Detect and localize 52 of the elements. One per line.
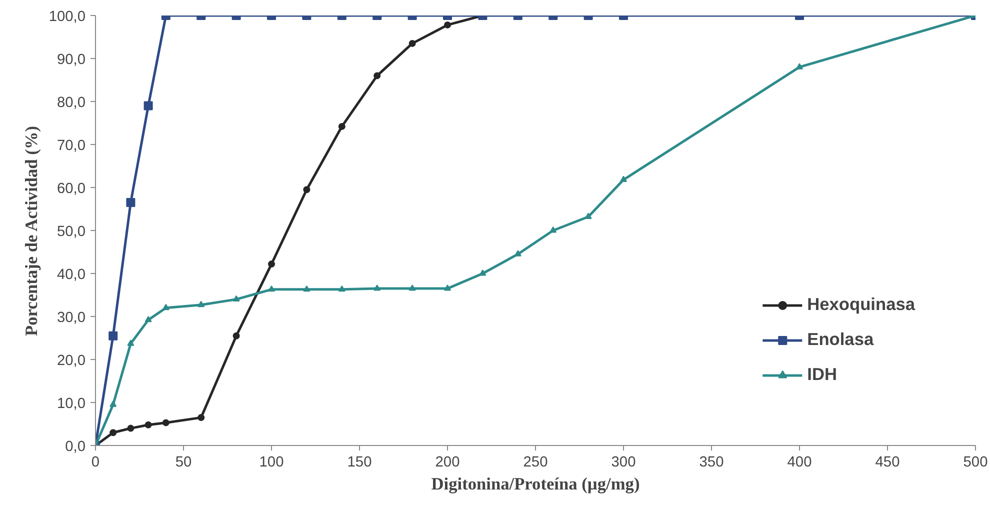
- x-tick-label: 50: [175, 454, 192, 470]
- x-tick-label: 250: [523, 454, 548, 470]
- y-tick-label: 40,0: [56, 267, 86, 283]
- point: [338, 285, 346, 292]
- point: [374, 72, 381, 80]
- legend-label: Enolasa: [807, 329, 874, 350]
- point: [514, 250, 522, 256]
- point: [303, 186, 310, 194]
- x-axis-title: Digitonina/Proteína (µg/mg): [431, 474, 640, 494]
- y-tick-label: 70,0: [56, 138, 86, 154]
- point: [303, 285, 310, 292]
- y-tick-label: 30,0: [56, 310, 86, 326]
- x-tick-label: 300: [611, 454, 636, 470]
- y-tick-label: 20,0: [56, 353, 86, 369]
- point: [127, 340, 134, 346]
- point: [126, 198, 136, 208]
- x-tick-label: 200: [435, 454, 460, 470]
- x-tick-label: 350: [699, 454, 724, 470]
- point: [408, 284, 416, 291]
- point: [232, 332, 240, 340]
- x-tick-label: 500: [963, 454, 988, 470]
- point: [268, 260, 275, 268]
- point: [268, 285, 275, 292]
- point: [162, 304, 170, 310]
- point: [198, 300, 205, 308]
- legend-label: Hexoquinasa: [807, 294, 915, 315]
- point: [479, 270, 486, 276]
- point: [338, 122, 346, 130]
- x-tick-label: 150: [347, 454, 372, 470]
- point: [584, 212, 592, 219]
- point: [620, 176, 627, 182]
- point: [110, 400, 117, 407]
- point: [374, 284, 381, 291]
- y-tick-label: 0,0: [65, 439, 86, 455]
- legend-label: IDH: [807, 364, 837, 385]
- y-tick-label: 50,0: [56, 224, 86, 240]
- y-tick-label: 90,0: [56, 52, 86, 68]
- point: [108, 331, 118, 340]
- x-tick-label: 450: [875, 454, 900, 470]
- point: [232, 295, 240, 302]
- x-tick-label: 0: [91, 454, 100, 470]
- point: [144, 101, 153, 110]
- y-tick-label: 100,0: [48, 9, 86, 25]
- point: [444, 284, 451, 291]
- point: [144, 316, 152, 322]
- y-tick-label: 60,0: [56, 181, 86, 197]
- point: [550, 226, 557, 233]
- x-tick-label: 400: [787, 454, 812, 470]
- y-tick-label: 10,0: [56, 396, 86, 412]
- y-tick-label: 80,0: [56, 95, 86, 111]
- y-axis-title: Porcentaje de Actividad (%): [22, 126, 41, 336]
- x-tick-label: 100: [259, 454, 284, 470]
